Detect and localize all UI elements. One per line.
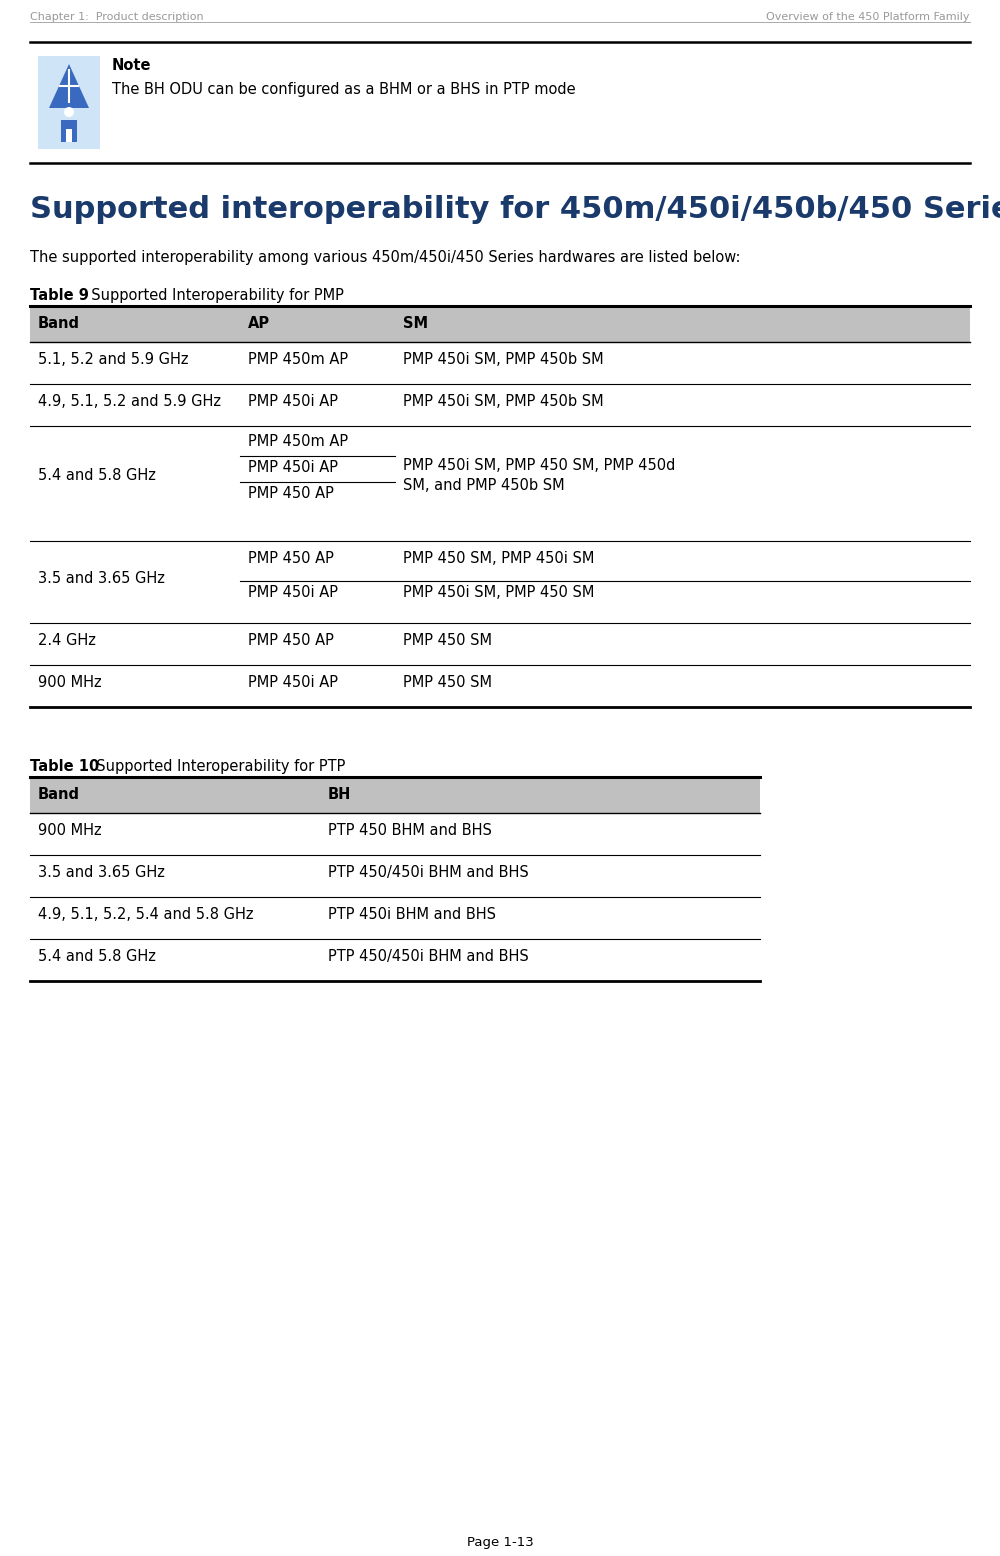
Text: PMP 450i AP: PMP 450i AP [248, 585, 338, 601]
Text: SM: SM [403, 316, 428, 331]
Text: 3.5 and 3.65 GHz: 3.5 and 3.65 GHz [38, 865, 165, 881]
Text: AP: AP [248, 316, 270, 331]
Text: PMP 450i SM, PMP 450 SM, PMP 450d: PMP 450i SM, PMP 450 SM, PMP 450d [403, 457, 675, 473]
Text: Chapter 1:  Product description: Chapter 1: Product description [30, 12, 204, 22]
Text: PTP 450 BHM and BHS: PTP 450 BHM and BHS [328, 823, 492, 839]
Text: PMP 450 AP: PMP 450 AP [248, 551, 334, 566]
Text: Table 9: Table 9 [30, 288, 89, 303]
Text: PMP 450m AP: PMP 450m AP [248, 434, 348, 450]
Text: 5.1, 5.2 and 5.9 GHz: 5.1, 5.2 and 5.9 GHz [38, 352, 188, 367]
Text: PMP 450i SM, PMP 450 SM: PMP 450i SM, PMP 450 SM [403, 585, 594, 601]
Bar [66, 129, 72, 142]
Text: BH: BH [328, 787, 351, 801]
Text: The BH ODU can be configured as a BHM or a BHS in PTP mode: The BH ODU can be configured as a BHM or… [112, 82, 576, 96]
Text: PTP 450i BHM and BHS: PTP 450i BHM and BHS [328, 907, 496, 923]
Text: Table 10: Table 10 [30, 759, 99, 773]
Text: 900 MHz: 900 MHz [38, 675, 102, 689]
Bar [30, 307, 970, 342]
Text: SM, and PMP 450b SM: SM, and PMP 450b SM [403, 478, 565, 493]
Bar [30, 776, 760, 812]
Text: 900 MHz: 900 MHz [38, 823, 102, 839]
Bar [38, 56, 100, 149]
Text: PMP 450i AP: PMP 450i AP [248, 461, 338, 475]
Polygon shape [49, 64, 89, 107]
Text: Supported interoperability for 450m/450i/450b/450 Series: Supported interoperability for 450m/450i… [30, 194, 1000, 224]
Text: 3.5 and 3.65 GHz: 3.5 and 3.65 GHz [38, 571, 165, 587]
Text: 4.9, 5.1, 5.2, 5.4 and 5.8 GHz: 4.9, 5.1, 5.2, 5.4 and 5.8 GHz [38, 907, 254, 923]
Text: PMP 450i SM, PMP 450b SM: PMP 450i SM, PMP 450b SM [403, 394, 604, 409]
Text: The supported interoperability among various 450m/450i/450 Series hardwares are : The supported interoperability among var… [30, 251, 740, 265]
Text: PMP 450 SM, PMP 450i SM: PMP 450 SM, PMP 450i SM [403, 551, 594, 566]
Text: PTP 450/450i BHM and BHS: PTP 450/450i BHM and BHS [328, 865, 529, 881]
Text: PMP 450 AP: PMP 450 AP [248, 485, 334, 501]
Text: 2.4 GHz: 2.4 GHz [38, 633, 96, 647]
Text: PMP 450 AP: PMP 450 AP [248, 633, 334, 647]
Text: Band: Band [38, 787, 80, 801]
Circle shape [64, 107, 74, 117]
Text: 4.9, 5.1, 5.2 and 5.9 GHz: 4.9, 5.1, 5.2 and 5.9 GHz [38, 394, 221, 409]
Text: PMP 450 SM: PMP 450 SM [403, 633, 492, 647]
Text: PMP 450m AP: PMP 450m AP [248, 352, 348, 367]
Text: PMP 450i AP: PMP 450i AP [248, 675, 338, 689]
Text: 5.4 and 5.8 GHz: 5.4 and 5.8 GHz [38, 468, 156, 482]
Bar [61, 120, 77, 142]
Text: PMP 450 SM: PMP 450 SM [403, 675, 492, 689]
Text: 5.4 and 5.8 GHz: 5.4 and 5.8 GHz [38, 949, 156, 965]
Text: PTP 450/450i BHM and BHS: PTP 450/450i BHM and BHS [328, 949, 529, 965]
Text: Supported Interoperability for PMP: Supported Interoperability for PMP [82, 288, 344, 303]
Text: Band: Band [38, 316, 80, 331]
Text: Note: Note [112, 58, 152, 73]
Text: PMP 450i AP: PMP 450i AP [248, 394, 338, 409]
Text: Page 1-13: Page 1-13 [467, 1536, 533, 1550]
Text: Supported Interoperability for PTP: Supported Interoperability for PTP [87, 759, 345, 773]
Text: Overview of the 450 Platform Family: Overview of the 450 Platform Family [767, 12, 970, 22]
Text: PMP 450i SM, PMP 450b SM: PMP 450i SM, PMP 450b SM [403, 352, 604, 367]
